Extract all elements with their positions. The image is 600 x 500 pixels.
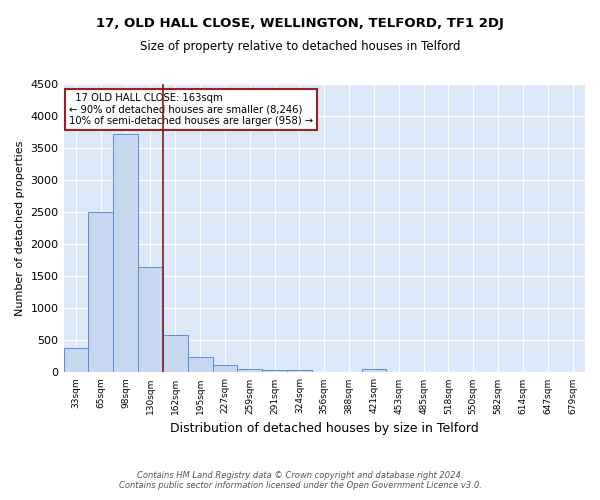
Text: Size of property relative to detached houses in Telford: Size of property relative to detached ho… bbox=[140, 40, 460, 53]
Y-axis label: Number of detached properties: Number of detached properties bbox=[15, 140, 25, 316]
Bar bbox=[262, 370, 287, 372]
Text: 17, OLD HALL CLOSE, WELLINGTON, TELFORD, TF1 2DJ: 17, OLD HALL CLOSE, WELLINGTON, TELFORD,… bbox=[96, 18, 504, 30]
Bar bbox=[238, 368, 262, 372]
Text: 17 OLD HALL CLOSE: 163sqm
← 90% of detached houses are smaller (8,246)
10% of se: 17 OLD HALL CLOSE: 163sqm ← 90% of detac… bbox=[69, 92, 313, 126]
Text: Contains HM Land Registry data © Crown copyright and database right 2024.
Contai: Contains HM Land Registry data © Crown c… bbox=[119, 470, 481, 490]
Bar bbox=[362, 368, 386, 372]
Bar bbox=[113, 134, 138, 372]
X-axis label: Distribution of detached houses by size in Telford: Distribution of detached houses by size … bbox=[170, 422, 479, 435]
Bar bbox=[212, 366, 238, 372]
Bar bbox=[287, 370, 312, 372]
Bar bbox=[138, 268, 163, 372]
Bar bbox=[88, 212, 113, 372]
Bar bbox=[64, 348, 88, 372]
Bar bbox=[163, 336, 188, 372]
Bar bbox=[188, 357, 212, 372]
